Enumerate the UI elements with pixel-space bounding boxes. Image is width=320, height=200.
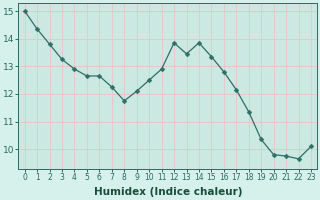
X-axis label: Humidex (Indice chaleur): Humidex (Indice chaleur) (93, 187, 242, 197)
